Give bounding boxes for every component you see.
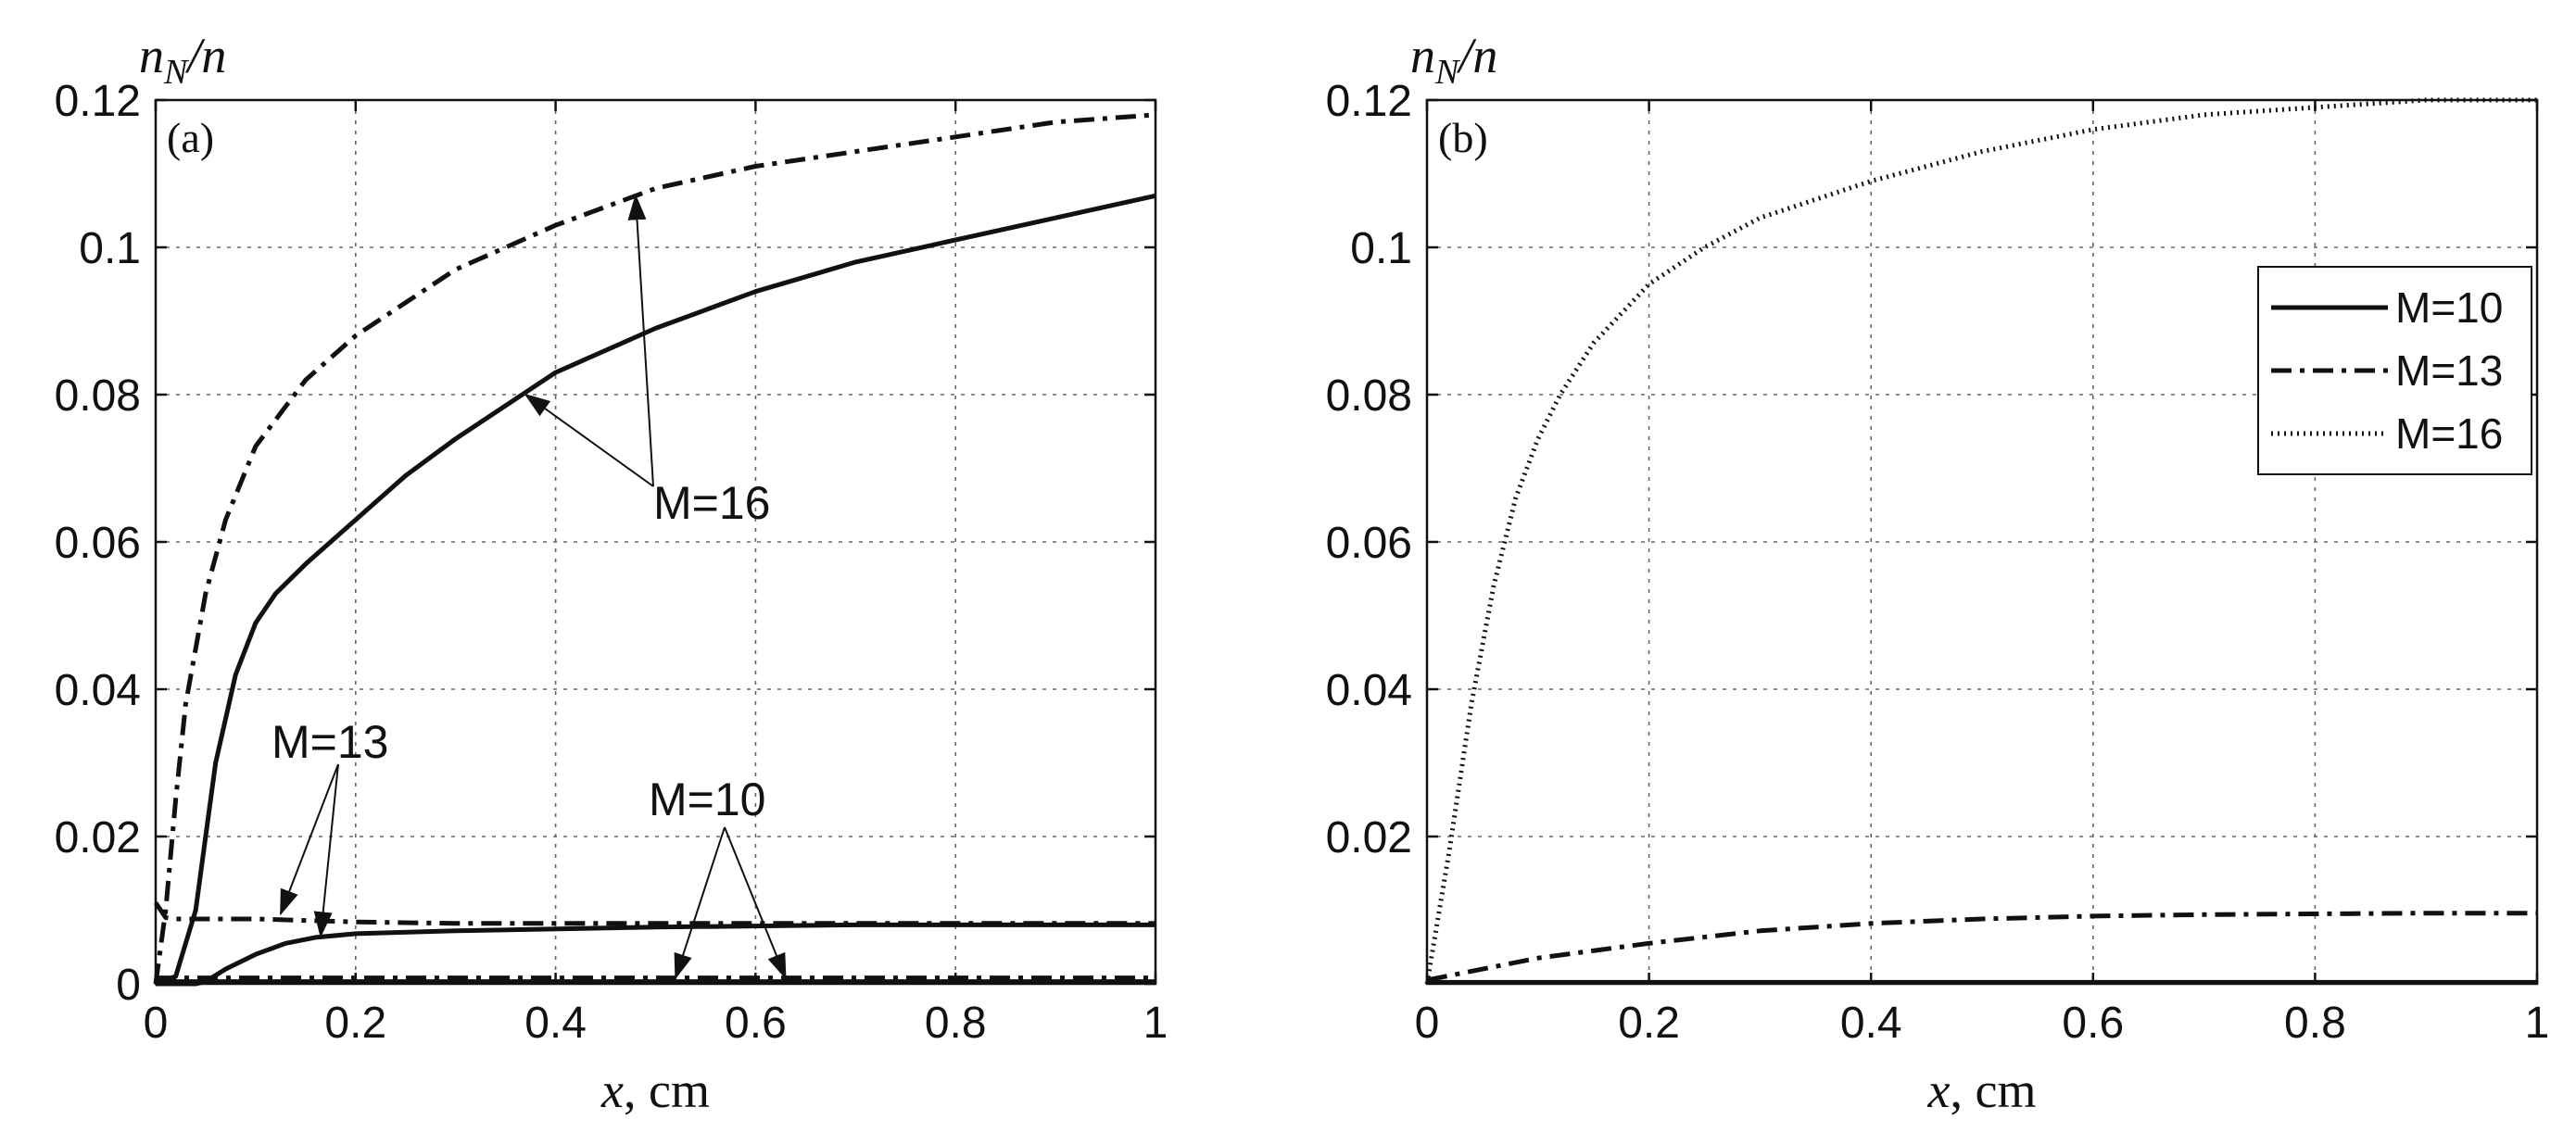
panel-a-grid: [156, 100, 1155, 984]
y-tick-label: 0.06: [1326, 519, 1412, 568]
x-label-unit: , cm: [624, 1063, 710, 1118]
annotation-label: M=16: [653, 477, 770, 529]
panel-b-x-axis-label: x, cm: [1927, 1063, 2037, 1118]
x-tick-label: 0.8: [925, 999, 987, 1048]
y-label-sub: N: [1434, 53, 1461, 92]
y-tick-label: 0.06: [55, 519, 141, 568]
legend-label: M=13: [2395, 346, 2503, 395]
series-line-dashdot: [1426, 911, 2537, 983]
annotation-arrow: [724, 826, 787, 980]
annotation-arrow: [674, 826, 726, 980]
x-tick-label: 0.6: [2062, 999, 2124, 1048]
y-tick-label: 0.04: [1326, 666, 1412, 715]
panel-a-annotations: M=16 M=13 M=10: [271, 194, 787, 980]
annotation-arrow: [313, 763, 339, 938]
x-tick-label: 1: [1143, 999, 1168, 1048]
x-tick-label: 0.2: [1618, 999, 1680, 1048]
panel-a-series: [153, 112, 1156, 987]
y-tick-label: 0.08: [1326, 371, 1412, 421]
legend-label: M=16: [2395, 409, 2503, 458]
y-tick-label: 0.12: [1326, 77, 1412, 126]
series-line-dotted: [1424, 97, 2537, 985]
y-tick-label: 0.02: [1326, 813, 1412, 862]
y-tick-label: 0.1: [1350, 224, 1412, 273]
x-tick-label: 0.4: [524, 999, 587, 1048]
annotation-arrow: [524, 393, 654, 487]
panel-b: 0 0.2 0.4 0.6 0.8 1 0.02 0.04 0.06 0.08 0.1 0.12 (b…: [1326, 28, 2550, 1118]
panel-a-y-axis-label: nN/n: [139, 28, 226, 92]
annotation-label: M=13: [271, 716, 388, 768]
panel-b-legend: M=10 M=13 M=16: [2257, 266, 2532, 475]
panel-b-y-axis-label: nN/n: [1410, 28, 1497, 92]
y-tick-label: 0.12: [55, 77, 141, 126]
panel-a-label: (a): [167, 114, 214, 161]
y-label-main: n: [139, 28, 164, 83]
panel-b-ticks: 0 0.2 0.4 0.6 0.8 1 0.02 0.04 0.06 0.08 0.1 0.12: [1326, 77, 2550, 1048]
y-tick-label: 0: [116, 961, 141, 1010]
panel-a-ticks: 0 0.2 0.4 0.6 0.8 1 0 0.02 0.04 0.06 0.08 0.1 0.12: [55, 77, 1168, 1048]
y-label-tail: /n: [184, 28, 226, 83]
y-tick-label: 0.1: [79, 224, 141, 273]
series-line-solid: [155, 193, 1156, 987]
annotation-arrow: [279, 763, 339, 916]
x-label-var: x: [1927, 1063, 1951, 1118]
panel-a-x-axis-label: x, cm: [600, 1063, 710, 1118]
series-line-dashdot: [153, 901, 1155, 926]
legend-label: M=10: [2395, 283, 2503, 332]
panel-b-grid: [1427, 100, 2537, 984]
y-tick-label: 0.08: [55, 371, 141, 421]
x-tick-label: 0.8: [2284, 999, 2346, 1048]
x-tick-label: 0.2: [324, 999, 386, 1048]
annotation-label: M=10: [649, 774, 765, 825]
x-tick-label: 0.6: [725, 999, 787, 1048]
x-label-var: x: [600, 1063, 624, 1118]
x-tick-label: 0: [144, 999, 169, 1048]
panel-b-series: [1424, 97, 2537, 985]
series-line-dashdot: [153, 112, 1156, 985]
x-label-unit: , cm: [1950, 1063, 2036, 1118]
y-tick-label: 0.02: [55, 813, 141, 862]
x-tick-label: 1: [2525, 999, 2550, 1048]
y-tick-label: 0.04: [55, 666, 141, 715]
y-label-main: n: [1410, 28, 1435, 83]
panel-a: 0 0.2 0.4 0.6 0.8 1 0 0.02 0.04 0.06 0.08 0.1 0.12 (…: [55, 28, 1168, 1118]
x-tick-label: 0: [1415, 999, 1440, 1048]
series-line-solid: [156, 922, 1155, 987]
annotation-arrow: [627, 194, 654, 487]
y-label-sub: N: [163, 53, 190, 92]
y-label-tail: /n: [1456, 28, 1497, 83]
panel-b-label: (b): [1438, 114, 1488, 161]
x-tick-label: 0.4: [1840, 999, 1902, 1048]
